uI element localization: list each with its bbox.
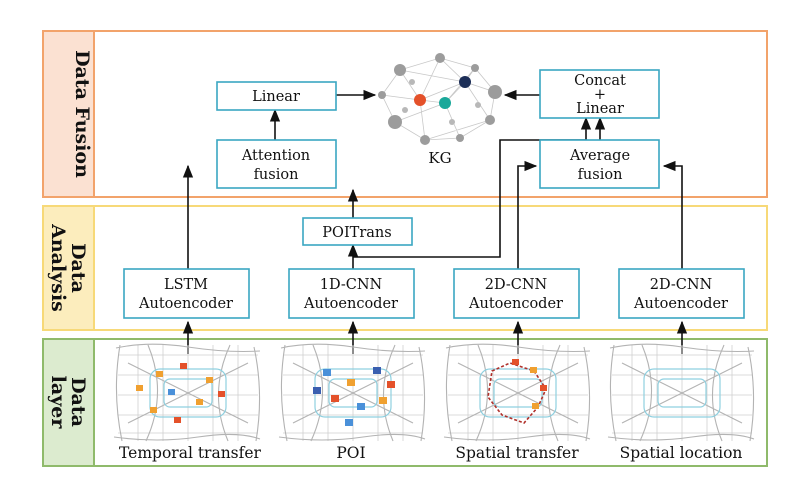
temporal-poi-markers: [136, 363, 225, 423]
poitrans-node: POITrans: [302, 217, 413, 246]
fusion-layer-label: Data Fusion: [71, 50, 93, 178]
concat-node-line2: +: [594, 87, 606, 103]
cnn2d-a-node-line2: Autoencoder: [468, 296, 563, 312]
cnn1d-node-line2: Autoencoder: [303, 296, 398, 312]
average-node-line1: Average: [569, 148, 630, 164]
attention-fusion-node: Attention fusion: [216, 139, 337, 189]
arrow-cnn2d-b-to-average: [662, 160, 683, 269]
fusion-layer-tab: [42, 30, 95, 198]
kg-label: KG: [428, 149, 451, 167]
linear-node-label: Linear: [252, 89, 300, 105]
average-fusion-node: Average fusion: [539, 139, 660, 189]
data-layer-tab: [42, 338, 95, 467]
data-layer-label-line1: Data: [67, 377, 89, 427]
data-layer-label-line2: layer: [47, 376, 69, 430]
concat-node-line3: Linear: [576, 101, 624, 117]
map-label-spatial-location: Spatial location: [620, 444, 743, 462]
cnn2d-a-node-line1: 2D-CNN: [485, 277, 548, 293]
cnn1d-node-line1: 1D-CNN: [320, 277, 383, 293]
lstm-node-line2: Autoencoder: [138, 296, 233, 312]
analysis-layer-label-line2: Analysis: [47, 223, 69, 312]
arrow-poitrans-to-concat: [353, 116, 592, 258]
map-spatial-transfer: [443, 343, 591, 442]
attention-node-line2: fusion: [254, 167, 299, 183]
analysis-layer-tab: [42, 205, 95, 331]
map-label-spatial-transfer: Spatial transfer: [455, 444, 579, 462]
lstm-node-line1: LSTM: [164, 277, 208, 293]
lstm-autoencoder-node: LSTM Autoencoder: [123, 268, 250, 319]
concat-node-line1: Concat: [574, 73, 626, 89]
map-poi: [278, 343, 426, 442]
arrow-cnn2d-a-to-average: [517, 160, 538, 269]
map-label-poi: POI: [336, 444, 365, 462]
cnn1d-autoencoder-node: 1D-CNN Autoencoder: [288, 268, 415, 319]
cnn2d-b-node-line1: 2D-CNN: [650, 277, 713, 293]
linear-node: Linear: [216, 81, 337, 111]
concat-linear-node: Concat + Linear: [539, 69, 660, 119]
cnn2d-b-node-line2: Autoencoder: [633, 296, 728, 312]
cnn2d-autoencoder-node-b: 2D-CNN Autoencoder: [618, 268, 745, 319]
analysis-layer-label-line1: Data: [67, 243, 89, 293]
cnn2d-autoencoder-node-a: 2D-CNN Autoencoder: [453, 268, 580, 319]
attention-node-line1: Attention: [241, 148, 310, 164]
map-temporal-transfer: [113, 343, 261, 442]
average-node-line2: fusion: [578, 167, 623, 183]
knowledge-graph-icon: [378, 53, 502, 145]
poi-markers: [313, 367, 395, 426]
poitrans-node-label: POITrans: [322, 225, 391, 241]
connector-arrows: [182, 89, 688, 354]
map-label-temporal-transfer: Temporal transfer: [119, 444, 262, 462]
